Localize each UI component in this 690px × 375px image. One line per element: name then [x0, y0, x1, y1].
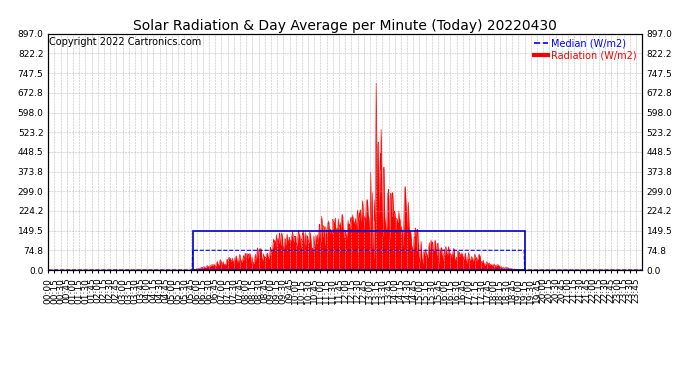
Bar	[193, 231, 524, 270]
Title: Solar Radiation & Day Average per Minute (Today) 20220430: Solar Radiation & Day Average per Minute…	[133, 19, 557, 33]
Legend: Median (W/m2), Radiation (W/m2): Median (W/m2), Radiation (W/m2)	[533, 39, 637, 60]
Text: Copyright 2022 Cartronics.com: Copyright 2022 Cartronics.com	[50, 37, 201, 47]
